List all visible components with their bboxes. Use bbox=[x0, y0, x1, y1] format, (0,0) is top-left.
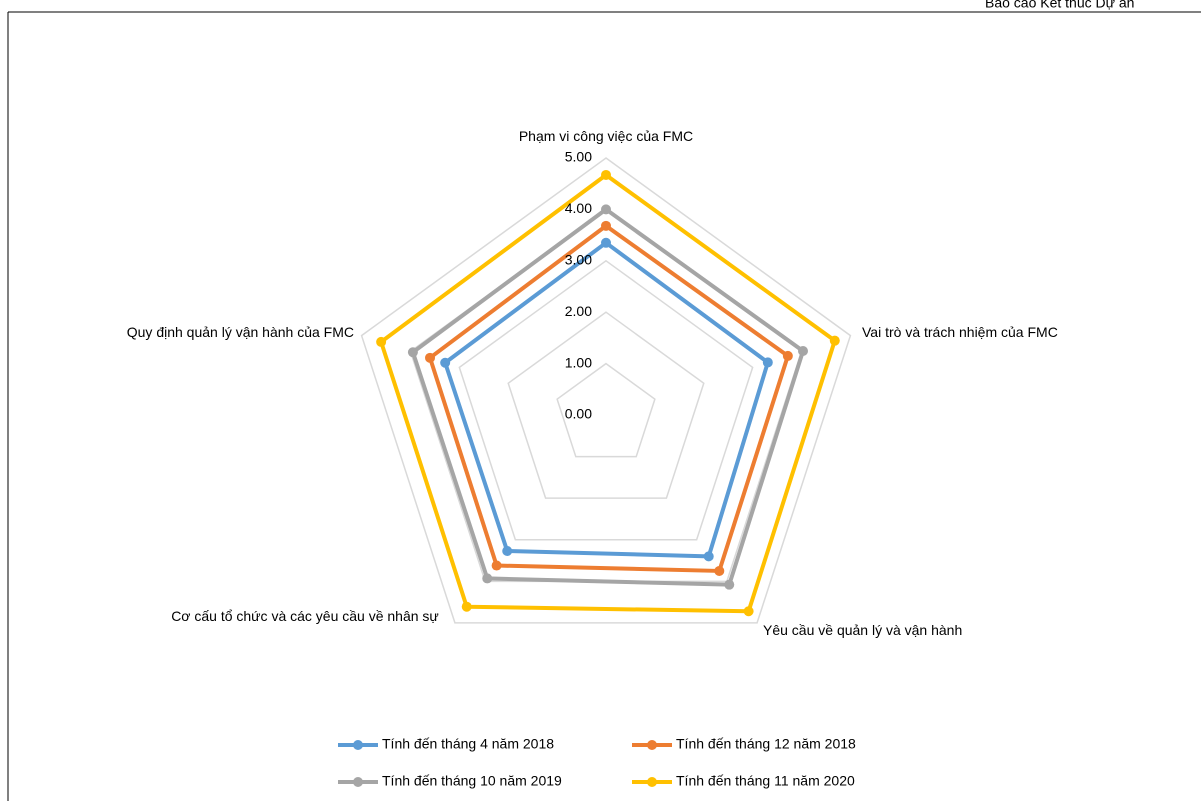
grid-ring bbox=[556, 362, 656, 458]
series-marker bbox=[502, 545, 513, 556]
series-line bbox=[428, 223, 790, 573]
series-marker bbox=[425, 352, 436, 363]
legend-marker bbox=[647, 740, 657, 750]
axis-tick-label: 0.00 bbox=[565, 406, 592, 422]
series-marker bbox=[762, 357, 773, 368]
legend-marker bbox=[353, 777, 363, 787]
grid-ring bbox=[360, 157, 852, 624]
series-marker bbox=[724, 579, 735, 590]
legend-label: Tính đến tháng 11 năm 2020 bbox=[676, 773, 855, 789]
legend-label: Tính đến tháng 10 năm 2019 bbox=[382, 773, 562, 789]
grid-ring bbox=[458, 259, 754, 541]
category-label: Cơ cấu tổ chức và các yêu cầu về nhân sự bbox=[171, 608, 439, 624]
legend-marker bbox=[353, 740, 363, 750]
series-marker bbox=[714, 565, 725, 576]
series-marker bbox=[407, 347, 418, 358]
series-line bbox=[443, 240, 770, 559]
axis-tick-label: 2.00 bbox=[565, 303, 592, 319]
axis-tick-label: 5.00 bbox=[565, 149, 592, 165]
axis-tick-label: 4.00 bbox=[565, 200, 592, 216]
series-marker bbox=[601, 204, 611, 215]
category-label: Phạm vi công việc của FMC bbox=[518, 128, 694, 144]
category-label: Quy định quản lý vận hành của FMC bbox=[126, 324, 354, 340]
legend-marker bbox=[647, 777, 657, 787]
series-marker bbox=[461, 601, 472, 612]
series-marker bbox=[782, 350, 793, 361]
series-marker bbox=[829, 335, 840, 346]
axis-tick-label: 3.00 bbox=[565, 252, 592, 268]
series-marker bbox=[601, 169, 611, 180]
category-label: Vai trò và trách nhiệm của FMC bbox=[862, 324, 1058, 340]
series-marker bbox=[601, 237, 611, 248]
series-marker bbox=[798, 345, 809, 356]
series-marker bbox=[743, 606, 754, 617]
legend-label: Tính đến tháng 12 năm 2018 bbox=[676, 736, 856, 752]
series-marker bbox=[440, 357, 451, 368]
series-marker bbox=[601, 220, 611, 231]
series-marker bbox=[491, 560, 502, 571]
axis-tick-label: 1.00 bbox=[565, 354, 592, 370]
grid-ring bbox=[507, 311, 705, 499]
series-line bbox=[379, 172, 837, 614]
legend-label: Tính đến tháng 4 năm 2018 bbox=[382, 736, 554, 752]
series-marker bbox=[703, 551, 714, 562]
series-marker bbox=[376, 336, 387, 347]
series-line bbox=[410, 207, 806, 587]
header-text: Báo cáo Kết thúc Dự án bbox=[985, 0, 1134, 11]
category-label: Yêu cầu về quản lý và vận hành bbox=[763, 622, 963, 638]
series-marker bbox=[482, 573, 493, 584]
